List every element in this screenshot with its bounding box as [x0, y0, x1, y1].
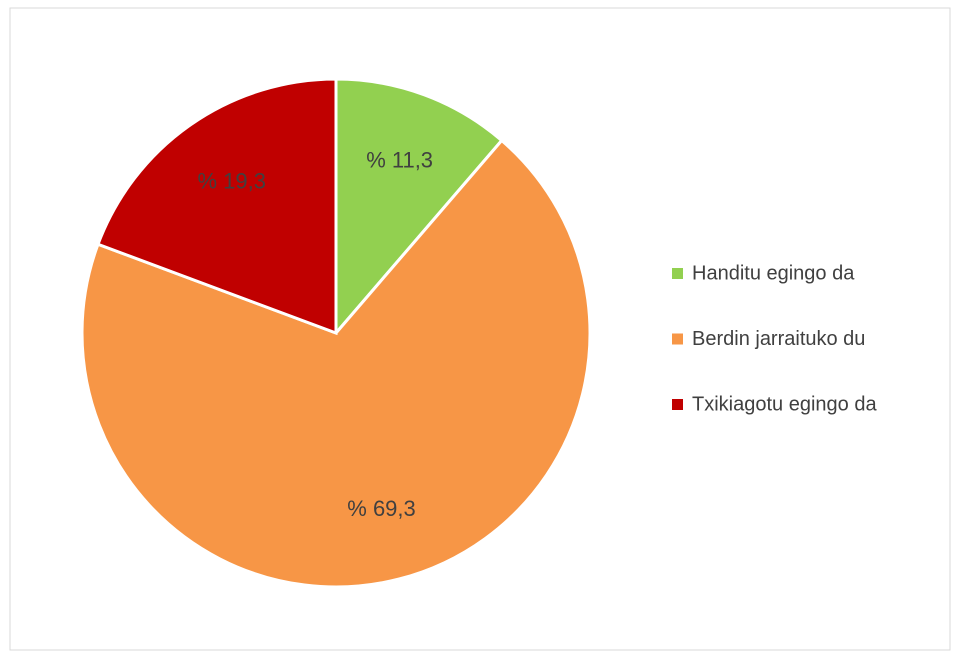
pie-slice — [334, 77, 504, 338]
pie-slice — [96, 77, 338, 336]
legend-swatch — [672, 399, 683, 410]
pie-slice — [80, 138, 592, 589]
legend-label: Berdin jarraituko du — [692, 328, 865, 350]
chart-frame — [9, 7, 951, 651]
legend-swatch — [672, 333, 683, 345]
data-label: % 11,3 — [366, 147, 433, 172]
data-label: % 19,3 — [197, 169, 266, 194]
data-label: % 69,3 — [347, 496, 416, 521]
legend-label: Handitu egingo da — [692, 262, 855, 284]
legend-swatch — [672, 268, 683, 279]
legend-label: Txikiagotu egingo da — [692, 393, 877, 415]
